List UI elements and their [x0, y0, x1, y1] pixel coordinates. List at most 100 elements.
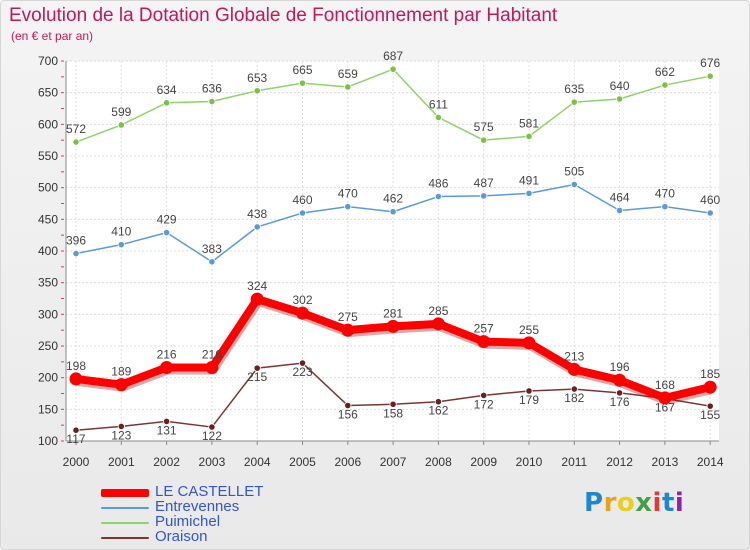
data-label: 275 [338, 310, 358, 324]
data-label: 575 [474, 120, 494, 134]
y-tick-label: 300 [38, 307, 58, 321]
data-point [253, 223, 261, 231]
data-point [72, 138, 80, 146]
data-label: 155 [700, 408, 720, 422]
data-label: 460 [292, 193, 312, 207]
data-point [522, 336, 536, 350]
data-point [386, 319, 400, 333]
data-point [117, 422, 125, 431]
data-label: 572 [66, 122, 86, 136]
data-point [389, 208, 397, 216]
data-point [208, 258, 216, 266]
data-label: 162 [428, 404, 448, 418]
data-label: 168 [655, 378, 675, 392]
data-point [615, 206, 624, 215]
data-label: 255 [519, 323, 539, 337]
data-point [341, 323, 355, 337]
y-tick-label: 550 [38, 149, 58, 163]
data-point [253, 87, 261, 95]
x-tick-label: 2000 [63, 455, 90, 469]
data-point [567, 362, 581, 376]
data-point [344, 401, 352, 410]
data-point [298, 79, 307, 87]
chart-subtitle: (en € et par an) [11, 29, 94, 43]
data-point [389, 65, 397, 73]
data-label: 158 [383, 406, 403, 420]
data-label: 281 [383, 306, 403, 320]
data-label: 640 [610, 79, 630, 93]
data-point [389, 400, 397, 408]
legend-swatch [101, 507, 149, 509]
data-label: 438 [247, 207, 267, 221]
data-label: 182 [564, 391, 584, 405]
data-label: 383 [202, 242, 222, 256]
x-tick-label: 2009 [470, 455, 497, 469]
data-label: 198 [66, 359, 86, 373]
data-label: 470 [655, 187, 675, 201]
data-point [431, 317, 445, 331]
data-point [72, 426, 80, 434]
data-point [706, 209, 714, 217]
data-label: 665 [292, 63, 312, 77]
data-label: 179 [519, 393, 539, 407]
data-label: 410 [111, 225, 131, 239]
data-label: 324 [247, 279, 267, 293]
data-point [434, 192, 442, 201]
data-point [298, 359, 307, 367]
data-label: 464 [610, 190, 630, 204]
y-tick-label: 100 [38, 434, 58, 448]
data-label: 123 [111, 428, 131, 442]
data-label: 189 [111, 365, 131, 379]
x-tick-label: 2004 [244, 455, 271, 469]
data-label: 213 [564, 349, 584, 363]
data-label: 185 [700, 367, 720, 381]
data-point [117, 241, 125, 249]
x-tick-label: 2011 [561, 455, 587, 469]
data-point [298, 209, 307, 217]
data-point [661, 203, 669, 211]
data-point [208, 423, 216, 431]
data-label: 676 [700, 56, 720, 70]
data-label: 635 [564, 82, 584, 96]
legend-label: Oraison [155, 528, 208, 545]
data-point [706, 72, 714, 80]
data-label: 653 [247, 71, 267, 85]
data-label: 460 [700, 193, 720, 207]
data-point [117, 121, 125, 129]
data-point [72, 249, 80, 258]
data-label: 429 [157, 213, 177, 227]
data-label: 611 [429, 97, 448, 111]
data-point [163, 417, 171, 425]
chart-title: Evolution de la Dotation Globale de Fonc… [9, 5, 558, 26]
data-label: 662 [655, 65, 675, 79]
data-point [570, 180, 578, 189]
data-point [570, 98, 578, 106]
data-label: 176 [610, 395, 630, 409]
x-tick-label: 2003 [199, 455, 226, 469]
data-label: 486 [428, 177, 448, 191]
y-tick-label: 350 [38, 276, 58, 290]
data-label: 257 [474, 322, 494, 336]
x-tick-label: 2012 [606, 455, 633, 469]
y-tick-label: 400 [38, 244, 58, 258]
legend-swatch [101, 537, 149, 539]
data-point [205, 361, 219, 375]
data-label: 470 [338, 187, 358, 201]
data-point [163, 99, 171, 107]
data-point [434, 113, 442, 121]
data-label: 487 [474, 176, 494, 190]
x-tick-label: 2006 [334, 455, 361, 469]
legend-swatch [101, 489, 149, 497]
data-label: 396 [66, 234, 86, 248]
y-tick-label: 200 [38, 371, 58, 385]
data-label: 216 [202, 348, 222, 362]
data-label: 156 [338, 408, 358, 422]
data-point [163, 229, 171, 237]
data-label: 215 [247, 370, 267, 384]
data-point [253, 364, 261, 372]
data-point [69, 372, 83, 386]
legend-label: Entrevennes [155, 498, 240, 515]
data-point [434, 398, 442, 406]
